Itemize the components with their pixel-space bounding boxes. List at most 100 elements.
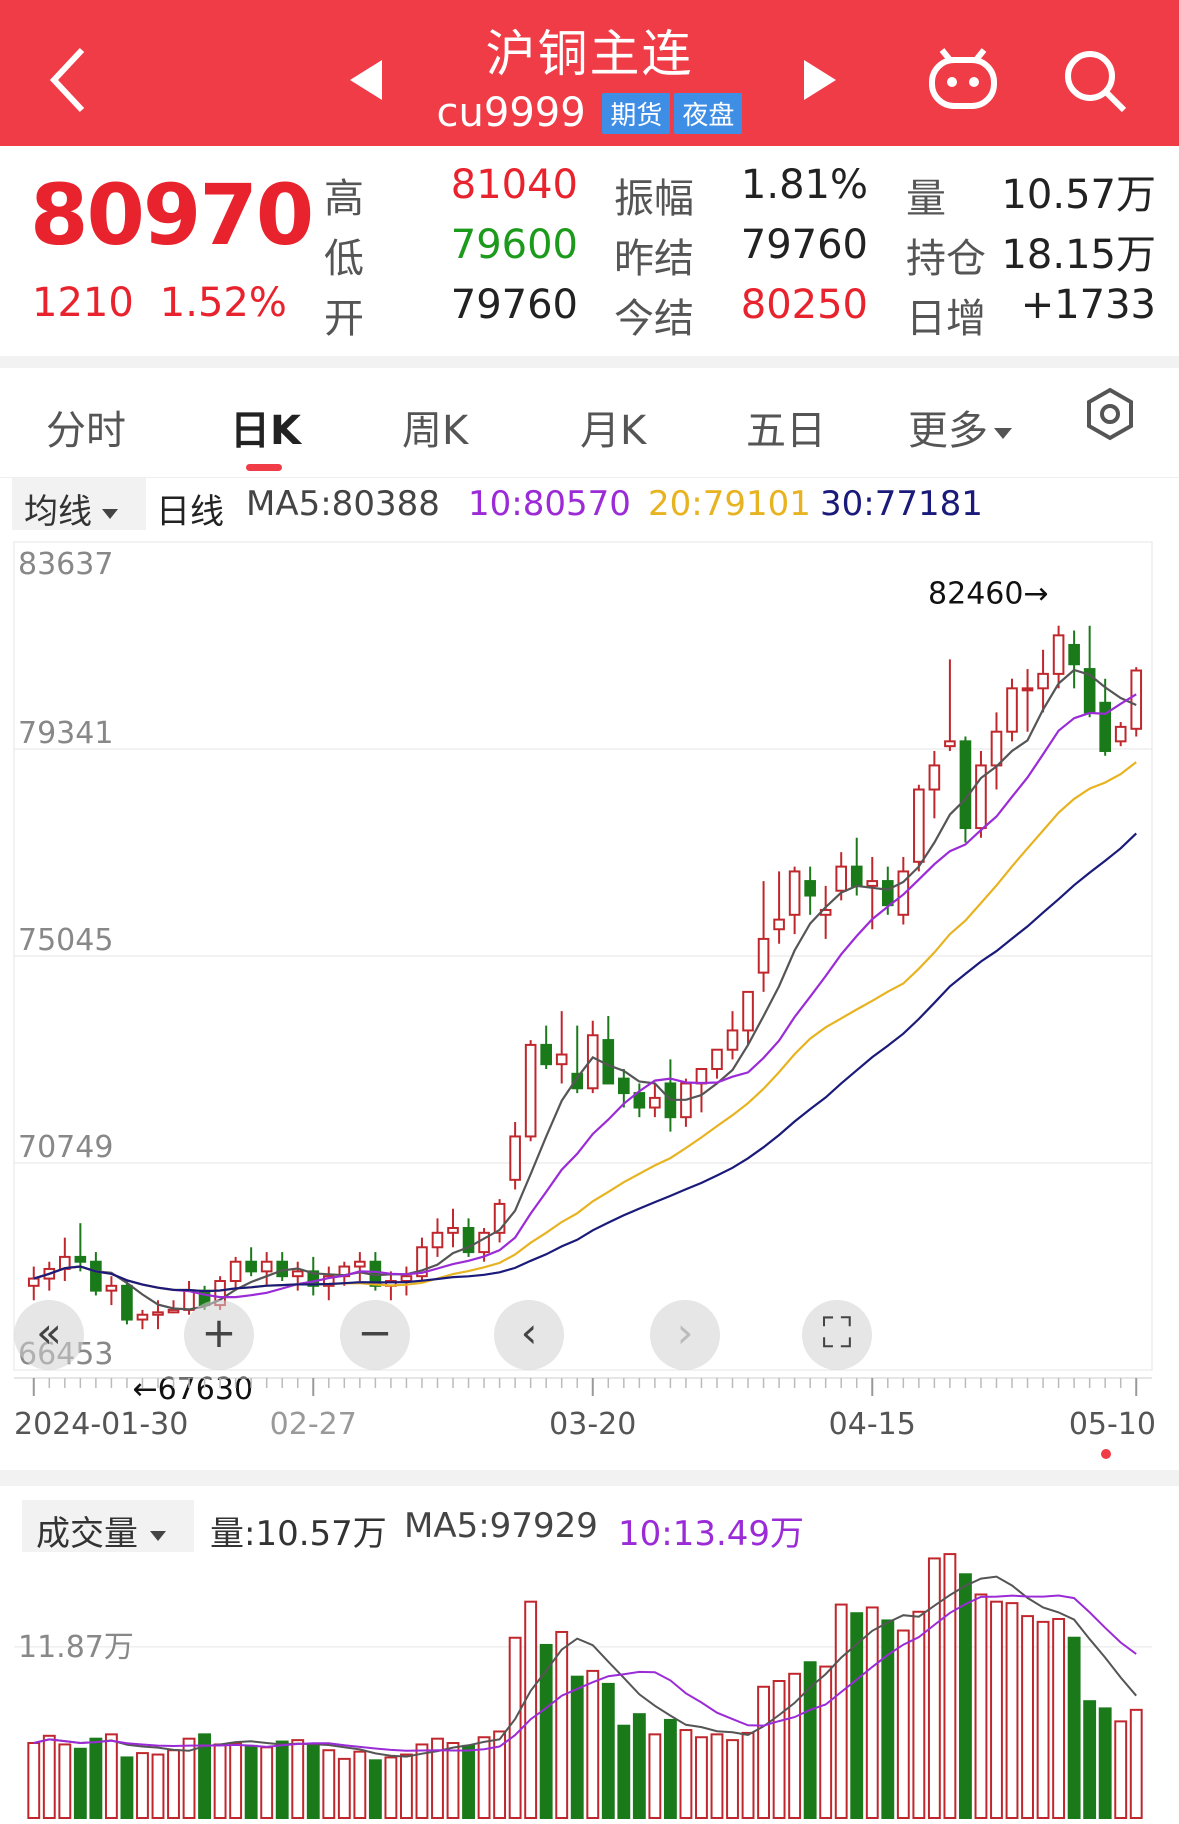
volume-bar: [446, 1742, 460, 1819]
zoom-in-button[interactable]: +: [184, 1300, 254, 1370]
candle-body: [788, 870, 801, 916]
candle-body: [913, 788, 925, 863]
candle-body: [649, 1096, 661, 1109]
tab-daily-k[interactable]: 日K: [230, 408, 301, 454]
volume-bar: [1005, 1602, 1019, 1819]
open-interest-label: 持仓: [906, 236, 986, 282]
candle-body: [462, 1227, 475, 1254]
volume-bar: [695, 1736, 708, 1820]
candle-body: [493, 1202, 506, 1234]
candlestick-chart[interactable]: 836377934175045707496645382460→←67630202…: [0, 530, 1179, 1470]
volume-bar: [1114, 1720, 1128, 1820]
volume-bar: [89, 1737, 103, 1819]
candle-body: [928, 764, 941, 791]
candle-body: [400, 1275, 413, 1283]
volume-current: 量:10.57万: [210, 1514, 387, 1554]
volume-bar: [679, 1729, 693, 1820]
volume-bar: [617, 1724, 631, 1819]
prev-settle-label: 昨结: [614, 236, 694, 282]
volume-bar: [508, 1636, 522, 1819]
volume-bar: [757, 1685, 771, 1819]
tab-five-day[interactable]: 五日: [746, 408, 826, 454]
candle-body: [835, 865, 848, 892]
settings-gear-icon[interactable]: [1082, 386, 1138, 442]
candle-body: [586, 1034, 599, 1090]
ma-legend-bar: 均线 日线 MA5:80388 10:80570 20:79101 30:771…: [0, 478, 1179, 534]
indicator-selector[interactable]: 均线: [12, 478, 146, 532]
candle-body: [136, 1313, 149, 1321]
scroll-right-button[interactable]: ›: [650, 1300, 720, 1370]
candle-body: [322, 1275, 335, 1287]
caret-down-icon: [150, 1530, 166, 1541]
volume-bar: [1083, 1700, 1097, 1819]
candle-body: [618, 1077, 630, 1095]
high-value: 81040: [450, 162, 578, 208]
candle-body: [307, 1270, 320, 1287]
ma10-value: 10:80570: [468, 484, 631, 524]
search-icon[interactable]: [1062, 48, 1128, 114]
tab-intraday[interactable]: 分时: [46, 408, 126, 454]
candle-body: [524, 1043, 537, 1138]
robot-assistant-icon[interactable]: [928, 48, 998, 112]
candle-body: [167, 1308, 180, 1314]
tab-weekly-k[interactable]: 周K: [402, 408, 469, 454]
scroll-left-button[interactable]: ‹: [494, 1300, 564, 1370]
candle-body: [540, 1043, 552, 1066]
candle-body: [555, 1053, 568, 1066]
volume-bar: [291, 1739, 305, 1819]
candle-body: [416, 1246, 428, 1278]
fullscreen-button[interactable]: ⛶: [802, 1300, 872, 1370]
volume-bar: [896, 1629, 910, 1819]
candle-body: [431, 1231, 444, 1249]
prev-contract-icon[interactable]: [350, 60, 382, 100]
candle-body: [1114, 725, 1127, 743]
candle-body: [1068, 643, 1080, 666]
min-price-label: ←67630: [132, 1372, 253, 1407]
candle-body: [1099, 701, 1111, 752]
candle-body: [447, 1227, 459, 1234]
quote-panel: 80970 1210 1.52% 高 81040 低 79600 开 79760 …: [0, 146, 1179, 356]
candle-body: [975, 764, 987, 830]
volume-bar: [772, 1680, 786, 1819]
contract-subtitle: cu9999 期货 夜盘: [0, 88, 1179, 136]
volume-chart[interactable]: 11.87万: [0, 1484, 1179, 1824]
candle-body: [881, 880, 894, 907]
volume-bar: [1129, 1708, 1143, 1819]
volume-bar: [275, 1740, 289, 1819]
tab-monthly-k[interactable]: 月K: [580, 408, 647, 454]
volume-bar: [42, 1734, 56, 1819]
volume-indicator-selector[interactable]: 成交量: [22, 1500, 194, 1554]
change-percent: 1.52%: [159, 280, 287, 326]
today-settle-value: 80250: [740, 282, 868, 328]
volume-bar: [648, 1733, 662, 1819]
tab-more[interactable]: 更多: [908, 398, 1012, 456]
x-tick-label: 2024-01-30: [14, 1407, 188, 1442]
volume-bar: [198, 1733, 212, 1819]
y-tick-label: 11.87万: [18, 1630, 134, 1665]
current-date-dot: [1101, 1449, 1111, 1459]
candle-body: [773, 918, 785, 931]
divider: [0, 1470, 1179, 1486]
candle-body: [959, 740, 972, 830]
volume-bar: [1098, 1707, 1112, 1819]
candle-body: [804, 880, 816, 897]
open-interest-value: 18.15万: [1001, 232, 1156, 278]
back-arrow-icon[interactable]: [40, 40, 100, 120]
rewind-button[interactable]: «: [14, 1300, 84, 1370]
daily-increase-label: 日增: [906, 296, 986, 342]
volume-bar: [974, 1593, 988, 1820]
volume-bar: [663, 1718, 677, 1819]
zoom-out-button[interactable]: −: [340, 1300, 410, 1370]
candle-body: [866, 880, 879, 887]
volume-bar: [368, 1759, 382, 1820]
volume-legend-bar: 成交量 量:10.57万 MA5:97929 10:13.49万: [0, 1500, 1179, 1556]
volume-ma10-line: [33, 1594, 1137, 1752]
next-contract-icon[interactable]: [804, 60, 836, 100]
y-tick-label: 75045: [18, 923, 113, 958]
ma5-value: MA5:80388: [246, 484, 440, 524]
volume-value: 10.57万: [1001, 172, 1156, 218]
candle-body: [354, 1260, 366, 1268]
volume-bar: [260, 1746, 274, 1820]
volume-bar: [726, 1739, 739, 1819]
candle-body: [245, 1260, 257, 1273]
